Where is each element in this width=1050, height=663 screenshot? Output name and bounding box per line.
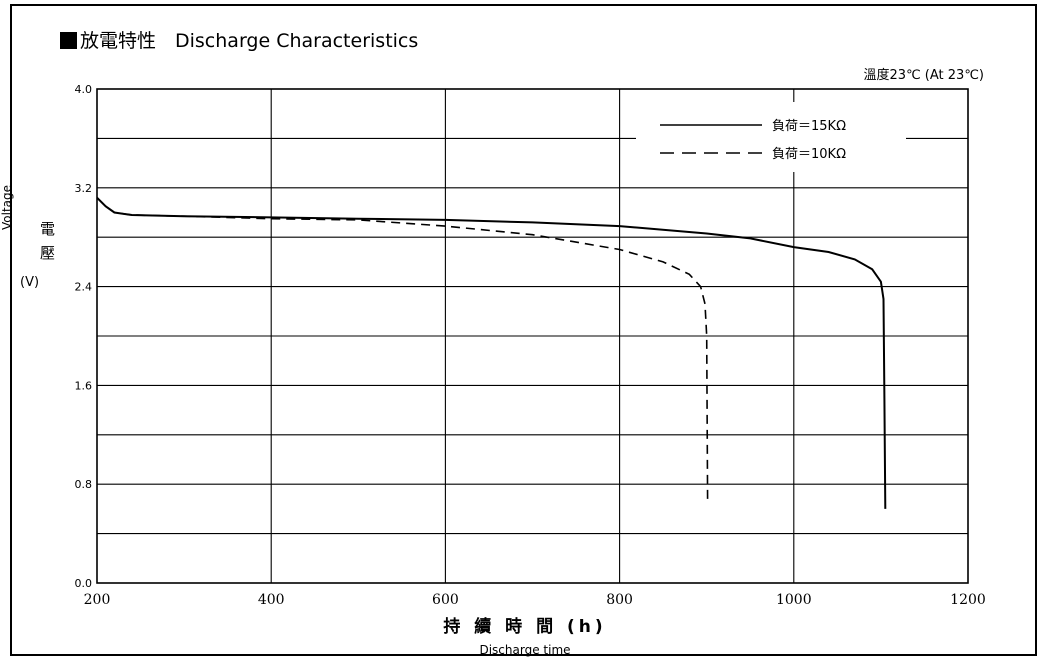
tick-labels: 0.0 0.8 1.6 2.4 3.2 4.0 200 400 600 800 1000 1200 (75, 83, 986, 608)
x-tick-label: 1000 (776, 592, 812, 608)
series-line-2 (96, 197, 709, 503)
legend: 負荷＝15KΩ 負荷＝10KΩ (636, 102, 906, 172)
x-axis-label-cjk: 持 續 時 間 (h) (443, 617, 607, 637)
y-axis-label-cjk-1: 電 (40, 220, 56, 238)
series-line-1 (96, 196, 887, 509)
y-tick-label: 1.6 (75, 379, 93, 392)
y-tick-label: 4.0 (75, 83, 93, 96)
legend-background (636, 102, 906, 172)
y-tick-label: 2.4 (75, 281, 93, 294)
legend-label-1: 負荷＝15KΩ (772, 119, 846, 134)
chart-frame (10, 4, 1037, 656)
y-tick-label: 0.8 (75, 478, 93, 491)
legend-label-2: 負荷＝10KΩ (772, 147, 846, 162)
temperature-note: 溫度23℃ (At 23℃) (863, 68, 984, 83)
y-axis-label-cjk-2: 壓 (40, 244, 56, 262)
x-tick-label: 1200 (950, 592, 986, 608)
grid (96, 88, 969, 584)
chart-title-text: 放電特性 Discharge Characteristics (80, 30, 419, 52)
x-axis-label-en: Discharge time (479, 643, 571, 657)
x-tick-label: 600 (432, 592, 459, 608)
x-tick-label: 400 (258, 592, 285, 608)
y-axis-unit: (V) (20, 275, 40, 290)
x-tick-label: 800 (606, 592, 633, 608)
chart-title: 放電特性 Discharge Characteristics (60, 26, 418, 53)
y-tick-label: 0.0 (75, 577, 93, 590)
series-layer (96, 196, 887, 509)
x-tick-label: 200 (84, 592, 111, 608)
y-tick-label: 3.2 (75, 182, 93, 195)
black-square-icon (60, 32, 77, 49)
